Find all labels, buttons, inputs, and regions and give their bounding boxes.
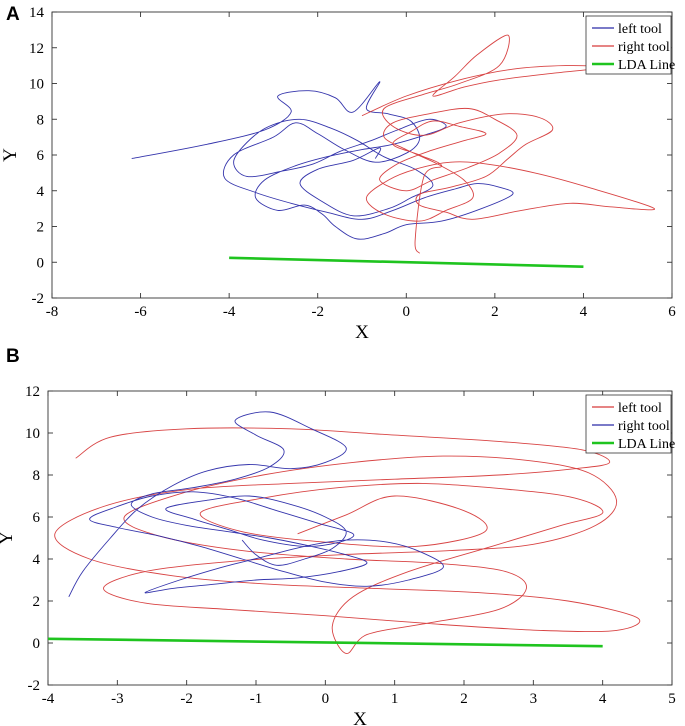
b-x-tick-label: -2 bbox=[180, 691, 193, 707]
a-x-tick-label: 6 bbox=[668, 304, 676, 320]
a-series-left-tool bbox=[131, 81, 514, 240]
a-y-tick-label: 0 bbox=[37, 255, 45, 271]
a-y-tick-label: -2 bbox=[32, 291, 45, 307]
b-y-tick-label: 4 bbox=[33, 552, 41, 568]
a-x-tick-label: -4 bbox=[223, 304, 236, 320]
b-y-tick-label: 10 bbox=[25, 426, 40, 442]
b-legend-label: LDA Line bbox=[618, 437, 675, 452]
b-y-tick-label: 6 bbox=[33, 510, 41, 526]
a-x-tick-label: 4 bbox=[580, 304, 588, 320]
panel-label-b: B bbox=[6, 346, 20, 367]
b-x-tick-label: 1 bbox=[391, 691, 399, 707]
b-x-tick-label: -3 bbox=[111, 691, 124, 707]
a-y-tick-label: 6 bbox=[37, 148, 45, 164]
b-axes-box bbox=[47, 390, 673, 686]
a-y-tick-label: 12 bbox=[29, 41, 44, 57]
a-y-tick-label: 8 bbox=[37, 112, 45, 128]
a-x-tick-label: -6 bbox=[134, 304, 147, 320]
a-y-tick-label: 4 bbox=[37, 184, 45, 200]
b-x-tick-label: -4 bbox=[42, 691, 55, 707]
a-y-tick-label: 10 bbox=[29, 77, 44, 93]
b-x-tick-label: 5 bbox=[668, 691, 676, 707]
a-x-tick-label: -8 bbox=[46, 304, 59, 320]
b-legend-label: left tool bbox=[618, 401, 662, 416]
a-series-right-tool bbox=[361, 34, 655, 254]
b-y-axis-label: Y bbox=[0, 531, 17, 545]
b-legend-label: right tool bbox=[618, 419, 670, 434]
a-x-tick-label: 0 bbox=[403, 304, 411, 320]
a-legend-label: left tool bbox=[618, 22, 662, 37]
b-y-tick-label: -2 bbox=[28, 678, 41, 694]
b-y-tick-label: 2 bbox=[33, 594, 41, 610]
a-series-lda-line bbox=[229, 256, 584, 269]
b-y-tick-label: 0 bbox=[33, 636, 41, 652]
b-x-axis-label: X bbox=[353, 709, 367, 726]
b-x-tick-label: 2 bbox=[460, 691, 468, 707]
a-x-tick-label: -2 bbox=[311, 304, 324, 320]
b-x-tick-label: -1 bbox=[250, 691, 263, 707]
a-legend-label: LDA Line bbox=[618, 58, 675, 73]
b-series-left-tool bbox=[54, 427, 641, 654]
panel-label-a: A bbox=[6, 4, 20, 25]
a-legend-label: right tool bbox=[618, 40, 670, 55]
a-axes-box bbox=[51, 11, 673, 299]
b-x-tick-label: 4 bbox=[599, 691, 607, 707]
a-y-tick-label: 14 bbox=[29, 5, 45, 21]
b-y-tick-label: 8 bbox=[33, 468, 41, 484]
b-y-tick-label: 12 bbox=[25, 384, 40, 400]
a-y-tick-label: 2 bbox=[37, 220, 45, 236]
a-x-axis-label: X bbox=[355, 322, 369, 343]
b-x-tick-label: 0 bbox=[322, 691, 330, 707]
a-x-tick-label: 2 bbox=[491, 304, 499, 320]
a-y-axis-label: Y bbox=[0, 148, 21, 162]
b-x-tick-label: 3 bbox=[530, 691, 538, 707]
b-series-right-tool bbox=[68, 411, 444, 598]
b-series-lda-line bbox=[48, 637, 603, 648]
